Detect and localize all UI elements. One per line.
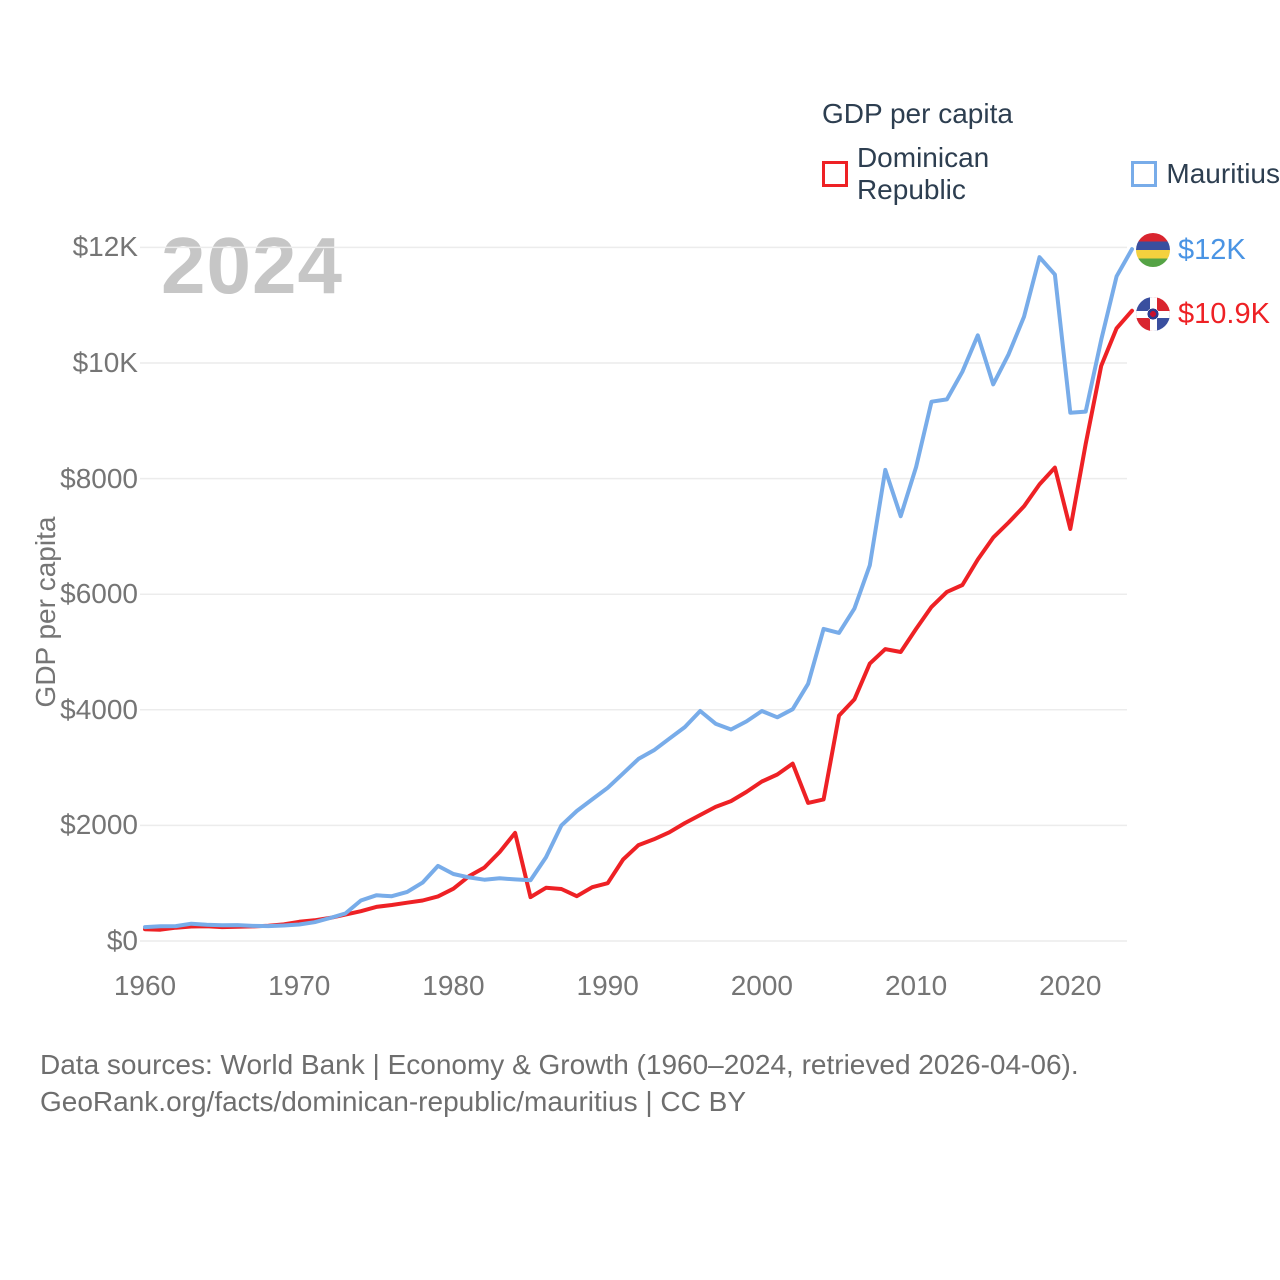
x-tick-label: 1960	[113, 970, 177, 1001]
flag-emblem	[1147, 308, 1159, 320]
footer-attribution: GeoRank.org/facts/dominican-republic/mau…	[40, 1086, 747, 1117]
dominican-republic-flag-icon	[1136, 297, 1170, 331]
x-tick-label: 2000	[730, 970, 794, 1001]
dominican-republic-end-value: $10.9K	[1178, 298, 1270, 330]
x-tick-label: 2020	[1039, 970, 1102, 1001]
y-tick-label: $8000	[60, 462, 138, 494]
x-tick-label: 1970	[268, 970, 331, 1001]
series-line-mauritius	[143, 247, 1134, 930]
mauritius-end-label: $12K	[1136, 233, 1246, 267]
legend-label-dominican-republic: Dominican Republic	[856, 142, 990, 205]
y-tick-label: $10K	[72, 347, 138, 378]
legend: GDP per capita Dominican Republic Maurit…	[822, 98, 1280, 206]
y-tick-label: $12K	[72, 231, 138, 263]
footer-sources: Data sources: World Bank | Economy & Gro…	[40, 1049, 1079, 1080]
legend-label-mauritius: Mauritius	[1166, 158, 1280, 189]
x-tick-label: 2010	[884, 970, 948, 1001]
footer: Data sources: World Bank | Economy & Gro…	[40, 1046, 1079, 1120]
y-tick-label: $6000	[60, 578, 138, 610]
watermark-year: 2024	[161, 221, 343, 310]
dominican-republic-end-label: $10.9K	[1136, 297, 1270, 331]
y-tick-label: $2000	[60, 809, 138, 841]
x-tick-label: 1980	[422, 970, 485, 1001]
series-line-dominican-republic	[143, 308, 1134, 932]
legend-swatch-dominican-republic-icon	[822, 161, 848, 187]
mauritius-end-value: $12K	[1178, 234, 1246, 266]
legend-items: Dominican Republic Mauritius	[822, 142, 1280, 206]
legend-item-dominican-republic[interactable]: Dominican Republic	[822, 142, 1105, 206]
y-tick-label: $0	[106, 925, 138, 956]
y-axis-title: GDP per capita	[30, 516, 61, 708]
x-tick-label: 1990	[576, 970, 639, 1001]
legend-swatch-mauritius-icon	[1131, 161, 1158, 187]
y-tick-label: $4000	[60, 693, 138, 725]
mauritius-flag-icon	[1136, 233, 1170, 267]
legend-title: GDP per capita	[822, 98, 1013, 129]
legend-item-mauritius[interactable]: Mauritius	[1131, 158, 1280, 190]
